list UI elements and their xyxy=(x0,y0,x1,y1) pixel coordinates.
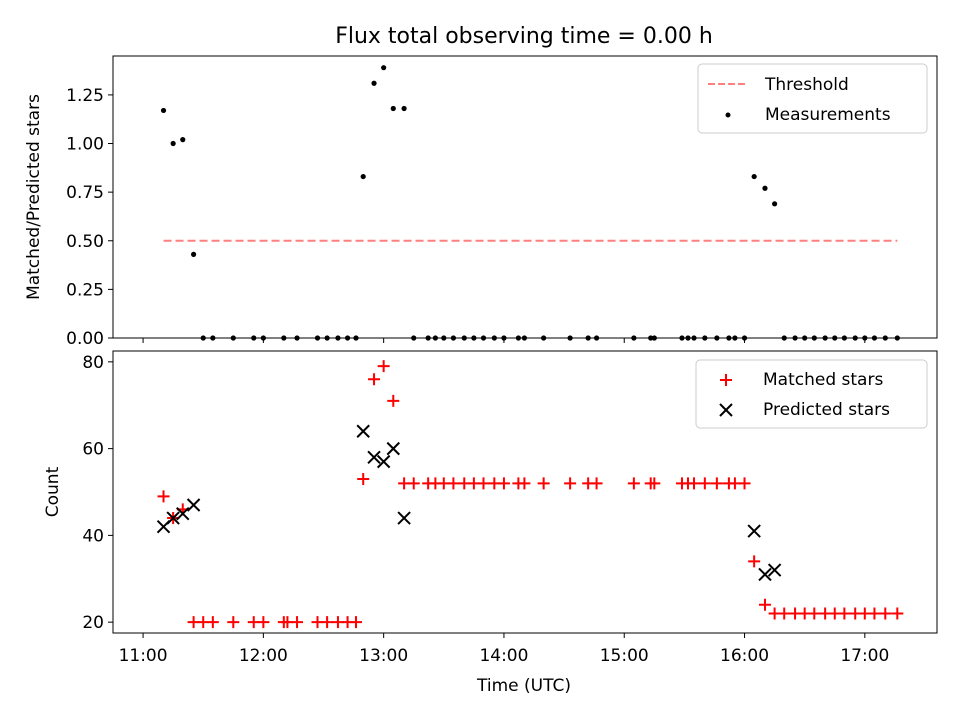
top-y-tick-label: 0.00 xyxy=(66,329,104,349)
top-panel: 0.00 0.25 0.50 0.75 1.00 1.25 Matched/Predict… xyxy=(24,55,938,349)
matched-star-point xyxy=(497,477,510,490)
matched-star-point xyxy=(648,477,661,490)
measurements-legend-swatch xyxy=(725,112,731,118)
matched-star-point xyxy=(377,360,390,373)
top-y-tick-label: 1.00 xyxy=(66,135,104,155)
matched-star-point xyxy=(879,607,892,620)
measurements-legend-label: Measurements xyxy=(765,105,891,125)
bottom-x-tick-label: 17:00 xyxy=(840,646,889,666)
predicted-star-point xyxy=(166,511,180,525)
matched-star-point xyxy=(891,607,904,620)
matched-star-point xyxy=(710,477,723,490)
measurement-point xyxy=(762,185,768,191)
predicted-stars-legend-label: Predicted stars xyxy=(763,400,890,420)
measurement-point xyxy=(170,140,176,147)
matched-star-point xyxy=(698,477,711,490)
top-y-ticks: 0.00 0.25 0.50 0.75 1.00 1.25 xyxy=(66,86,113,349)
bottom-x-tick-label: 14:00 xyxy=(479,646,528,666)
matched-star-point xyxy=(808,607,821,620)
top-y-tick-label: 0.25 xyxy=(66,280,104,300)
predicted-star-point xyxy=(176,506,190,521)
bottom-x-ticks: 11:00 12:00 13:00 14:00 15:00 16:00 17:00 xyxy=(119,633,889,666)
bottom-x-tick-label: 11:00 xyxy=(119,646,168,666)
predicted-star-point xyxy=(767,563,782,577)
matched-star-point xyxy=(590,477,603,490)
top-y-tick-label: 0.50 xyxy=(66,232,104,252)
matched-star-point xyxy=(758,598,771,611)
predicted-star-point xyxy=(367,450,381,464)
predicted-star-point xyxy=(356,424,370,438)
measurement-point xyxy=(160,107,167,114)
matched-star-point xyxy=(518,477,531,490)
measurement-point xyxy=(381,65,387,71)
bottom-plot-marks xyxy=(156,360,904,629)
measurement-point xyxy=(371,80,377,86)
matched-star-point xyxy=(387,394,400,407)
bottom-y-axis-label: Count xyxy=(43,466,63,517)
matched-star-point xyxy=(349,616,362,629)
matched-star-point xyxy=(537,477,550,490)
measurement-point xyxy=(401,105,407,112)
predicted-star-point xyxy=(758,567,772,582)
matched-star-point xyxy=(627,477,640,490)
matched-star-point xyxy=(291,616,304,629)
predicted-stars-legend-swatch xyxy=(719,403,733,417)
matched-stars-legend-swatch xyxy=(720,374,732,386)
matched-star-point xyxy=(157,490,170,503)
matched-star-point xyxy=(357,472,370,485)
predicted-star-point xyxy=(397,511,411,525)
matched-star-point xyxy=(257,616,270,629)
bottom-legend: Matched stars Predicted stars xyxy=(695,359,928,429)
predicted-star-point xyxy=(747,524,761,538)
matched-star-point xyxy=(321,616,334,629)
predicted-star-point xyxy=(386,441,400,456)
bottom-x-tick-label: 16:00 xyxy=(720,646,769,666)
matched-star-point xyxy=(407,477,420,490)
measurement-point xyxy=(772,201,778,207)
bottom-x-tick-label: 13:00 xyxy=(359,646,408,666)
threshold-legend-label: Threshold xyxy=(764,75,849,95)
matched-star-point xyxy=(477,477,490,490)
chart-title: Flux total observing time = 0.00 h xyxy=(335,24,713,49)
bottom-legend-box xyxy=(695,359,928,429)
bottom-y-ticks: 20 40 60 80 xyxy=(82,353,113,633)
measurement-point xyxy=(190,251,197,257)
bottom-y-tick-label: 60 xyxy=(82,440,104,460)
bottom-x-tick-label: 15:00 xyxy=(600,646,649,666)
matched-star-point xyxy=(688,477,701,490)
matched-star-point xyxy=(868,607,881,620)
matched-star-point xyxy=(227,616,240,629)
top-y-axis-label: Matched/Predicted stars xyxy=(24,94,44,300)
bottom-y-tick-label: 80 xyxy=(82,353,104,373)
bottom-x-tick-label: 12:00 xyxy=(239,646,288,666)
measurement-point xyxy=(390,105,396,112)
predicted-star-point xyxy=(186,498,201,512)
predicted-star-point xyxy=(376,454,391,469)
matched-star-point xyxy=(447,477,460,490)
matched-star-point xyxy=(564,477,577,490)
top-legend-box xyxy=(697,63,928,134)
matched-star-point xyxy=(206,616,219,629)
measurement-point xyxy=(751,173,757,180)
top-y-tick-label: 0.75 xyxy=(66,183,104,203)
matched-star-point xyxy=(368,373,381,386)
x-axis-label: Time (UTC) xyxy=(476,676,571,696)
matched-star-point xyxy=(738,477,751,490)
matched-star-point xyxy=(838,607,851,620)
measurement-point xyxy=(360,173,366,180)
matched-stars-legend-label: Matched stars xyxy=(763,370,883,390)
top-x-ticks xyxy=(142,338,866,343)
top-axes-frame xyxy=(112,55,938,339)
matched-star-point xyxy=(778,607,791,620)
top-legend: Threshold Measurements xyxy=(697,63,928,134)
matched-star-point xyxy=(748,555,761,568)
top-y-tick-label: 1.25 xyxy=(66,86,104,106)
bottom-y-tick-label: 40 xyxy=(82,526,104,546)
bottom-axes-frame xyxy=(112,350,938,634)
measurement-point xyxy=(180,137,186,143)
bottom-y-tick-label: 20 xyxy=(82,613,104,633)
